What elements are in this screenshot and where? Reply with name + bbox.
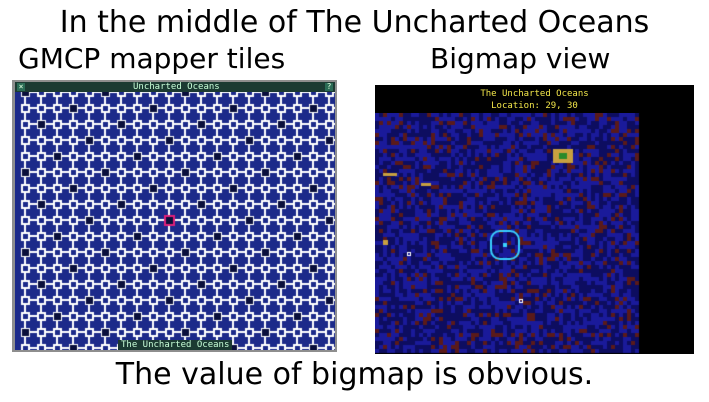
gmcp-area-footer: The Uncharted Oceans (118, 340, 233, 350)
bigmap-canvas[interactable] (375, 113, 694, 354)
gmcp-mapper-window: × Uncharted Oceans ? The Uncharted Ocean… (12, 80, 337, 352)
gmcp-tile-grid (15, 82, 335, 350)
bigmap-area-name: The Uncharted Oceans (480, 89, 589, 99)
bigmap-location: Location: 29, 30 (491, 101, 578, 111)
close-icon[interactable]: × (17, 82, 25, 91)
gmcp-map-area[interactable]: × Uncharted Oceans ? The Uncharted Ocean… (15, 82, 335, 350)
help-icon[interactable]: ? (325, 82, 333, 91)
gmcp-caption: GMCP mapper tiles (18, 42, 286, 75)
bottom-caption: The value of bigmap is obvious. (115, 357, 594, 392)
bigmap-window: The Uncharted Oceans Location: 29, 30 (375, 85, 694, 354)
page-title: In the middle of The Uncharted Oceans (59, 5, 650, 40)
gmcp-area-label: Uncharted Oceans (130, 82, 223, 92)
bigmap-header: The Uncharted Oceans Location: 29, 30 (375, 85, 694, 113)
bigmap-caption: Bigmap view (430, 42, 611, 75)
